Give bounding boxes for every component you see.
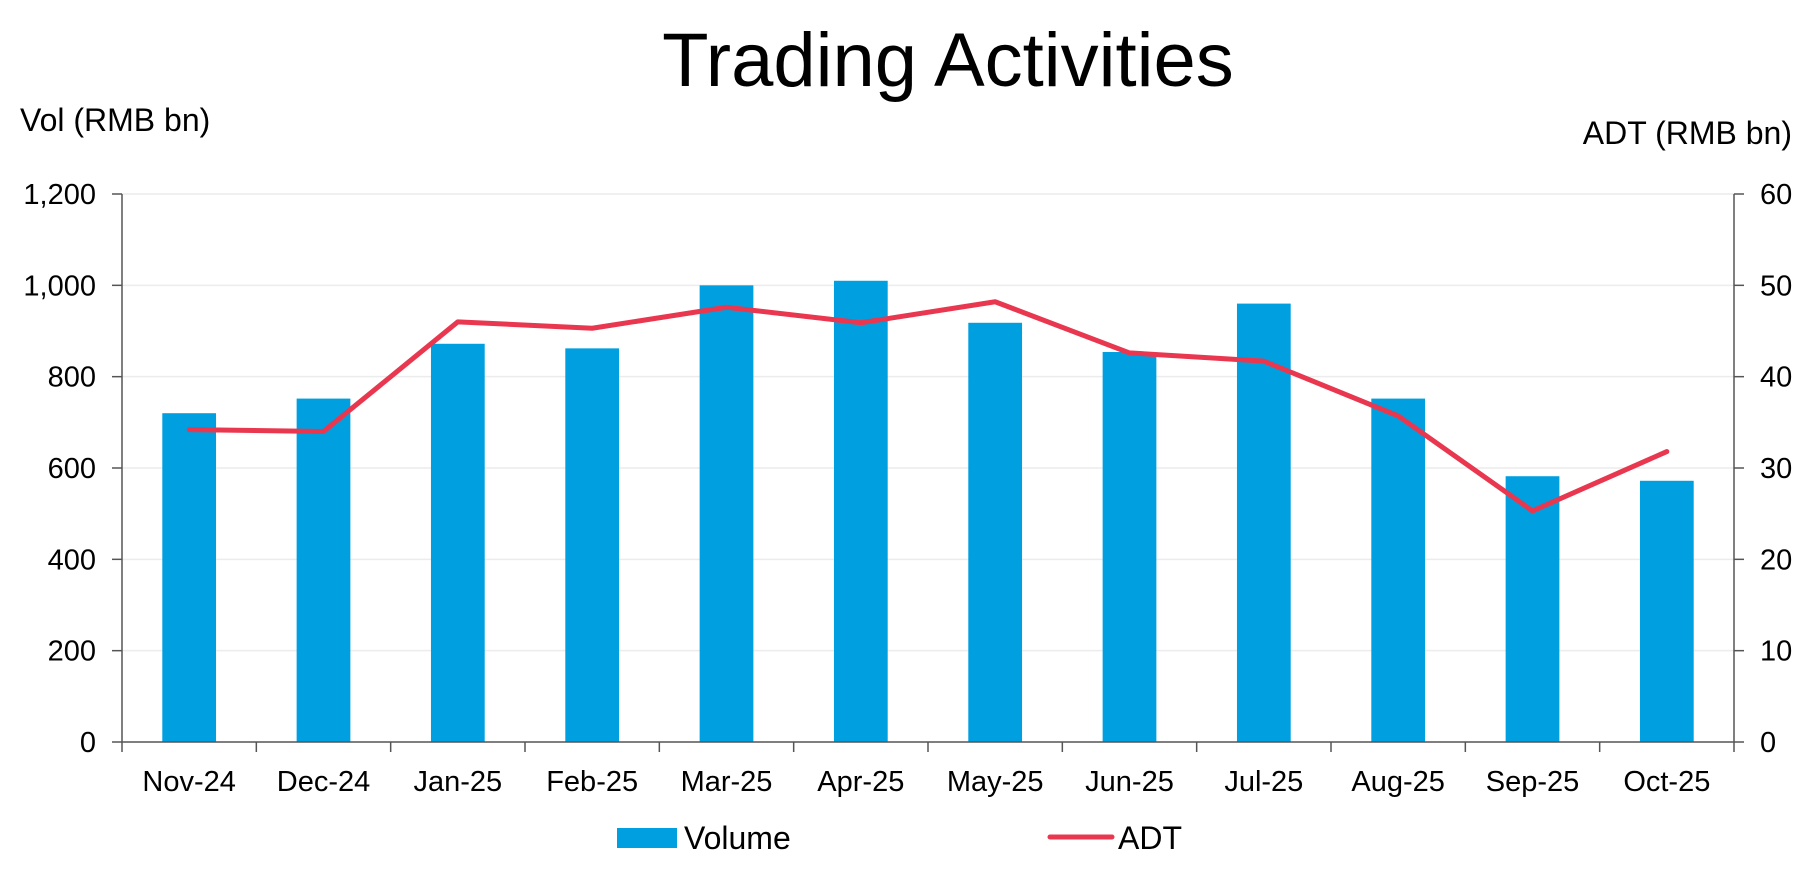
x-tick-label-Jan-25: Jan-25 <box>413 766 502 798</box>
x-tick-label-Oct-25: Oct-25 <box>1623 766 1710 798</box>
left-tick-label-2: 400 <box>48 544 96 576</box>
volume-bar-Sep-25 <box>1505 476 1560 742</box>
right-tick-label-3: 30 <box>1760 453 1792 485</box>
volume-bar-Aug-25 <box>1371 398 1426 742</box>
volume-bar-Mar-25 <box>699 285 754 742</box>
x-tick-label-Jul-25: Jul-25 <box>1224 766 1303 798</box>
volume-bar-Jul-25 <box>1236 303 1291 742</box>
volume-bars <box>162 280 1694 742</box>
left-tick-label-3: 600 <box>48 453 96 485</box>
x-tick-label-Sep-25: Sep-25 <box>1486 766 1580 798</box>
right-tick-label-5: 50 <box>1760 270 1792 302</box>
left-tick-label-4: 800 <box>48 362 96 394</box>
volume-bar-Jan-25 <box>430 343 485 742</box>
volume-bar-Dec-24 <box>296 398 351 742</box>
legend-label-volume: Volume <box>684 820 791 856</box>
right-tick-label-1: 10 <box>1760 636 1792 668</box>
left-tick-label-5: 1,000 <box>23 270 96 302</box>
gridlines <box>122 193 1734 652</box>
left-axis-title: Vol (RMB bn) <box>20 102 210 138</box>
chart-title: Trading Activities <box>662 18 1234 103</box>
adt-line-layer <box>186 299 1670 514</box>
legend: Volume ADT <box>617 820 1182 856</box>
left-tick-label-0: 0 <box>80 727 96 759</box>
left-tick-label-6: 1,200 <box>23 179 96 211</box>
right-axis-title: ADT (RMB bn) <box>1583 115 1792 151</box>
x-tick-label-Mar-25: Mar-25 <box>681 766 773 798</box>
right-tick-label-6: 60 <box>1760 179 1792 211</box>
volume-bar-Apr-25 <box>833 280 888 742</box>
x-tick-label-Feb-25: Feb-25 <box>546 766 638 798</box>
legend-swatch-volume <box>617 828 677 848</box>
volume-bar-May-25 <box>968 322 1023 742</box>
x-tick-label-Apr-25: Apr-25 <box>817 766 904 798</box>
x-tick-label-Nov-24: Nov-24 <box>142 766 236 798</box>
volume-bar-Jun-25 <box>1102 352 1157 742</box>
legend-label-adt: ADT <box>1118 820 1182 856</box>
x-tick-label-Jun-25: Jun-25 <box>1085 766 1174 798</box>
adt-line <box>186 299 1670 514</box>
right-tick-label-2: 20 <box>1760 544 1792 576</box>
right-tick-label-0: 0 <box>1760 727 1776 759</box>
right-tick-label-4: 40 <box>1760 362 1792 394</box>
x-tick-label-Dec-24: Dec-24 <box>277 766 371 798</box>
volume-bar-Nov-24 <box>162 413 217 742</box>
x-tick-label-Aug-25: Aug-25 <box>1351 766 1445 798</box>
volume-bar-Oct-25 <box>1639 480 1694 742</box>
left-tick-label-1: 200 <box>48 636 96 668</box>
axes: 0 200 400 600 800 1,000 1,200 0 10 20 30 40 50 60 Nov-… <box>23 179 1792 798</box>
volume-bar-Feb-25 <box>565 348 620 742</box>
x-tick-label-May-25: May-25 <box>947 766 1044 798</box>
